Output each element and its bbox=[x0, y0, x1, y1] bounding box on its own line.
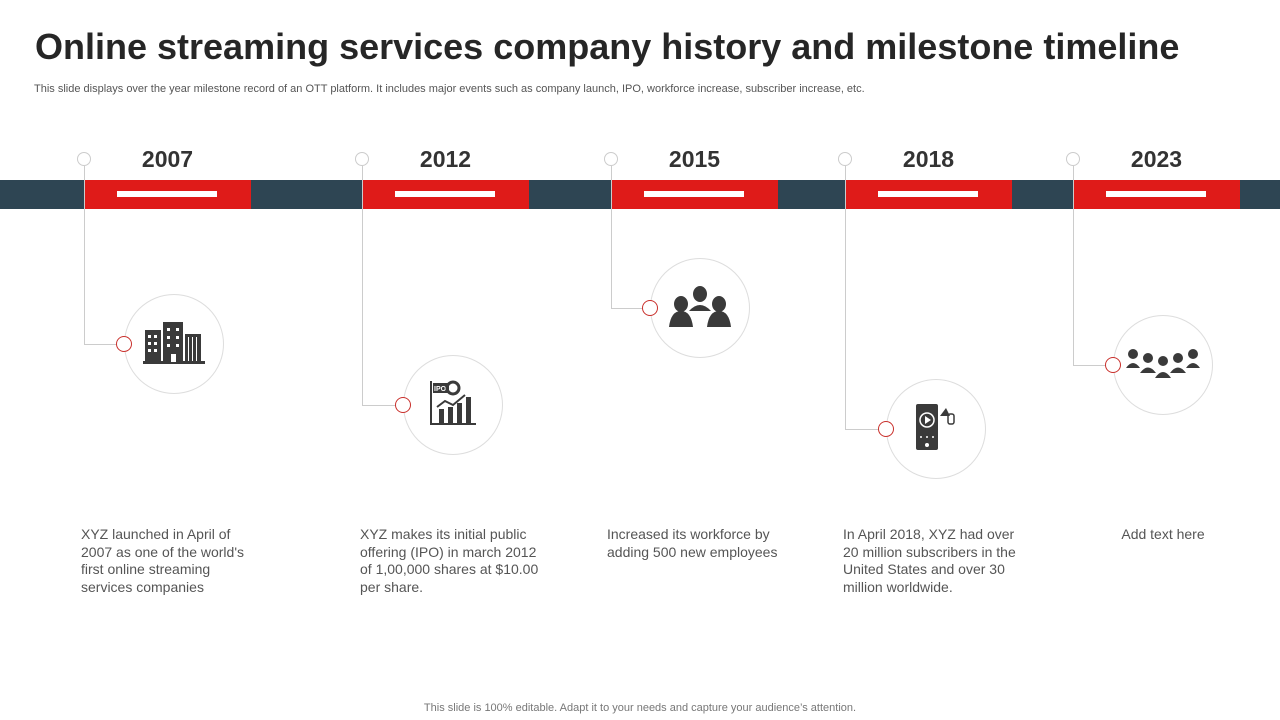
milestone-year: 2012 bbox=[419, 146, 472, 172]
connector-line bbox=[84, 166, 85, 344]
connector-line bbox=[362, 166, 363, 405]
connector-dot bbox=[395, 397, 411, 413]
marker-stripe bbox=[1106, 191, 1206, 197]
milestone-year: 2018 bbox=[902, 146, 955, 172]
connector-line bbox=[1073, 365, 1113, 366]
icon-circle bbox=[886, 379, 986, 479]
timeline-dot bbox=[1066, 152, 1080, 166]
milestone-marker-2007 bbox=[84, 180, 251, 209]
marker-stripe bbox=[117, 191, 217, 197]
milestone-marker-2018 bbox=[845, 180, 1012, 209]
connector-dot bbox=[878, 421, 894, 437]
page-title: Online streaming services company histor… bbox=[35, 26, 1180, 67]
mobile-streaming-icon bbox=[914, 402, 958, 457]
footer-note: This slide is 100% editable. Adapt it to… bbox=[423, 702, 857, 714]
team-icon bbox=[669, 285, 731, 332]
connector-line bbox=[611, 166, 612, 308]
connector-dot bbox=[642, 300, 658, 316]
milestone-description: XYZ launched in April of 2007 as one of … bbox=[81, 526, 245, 595]
milestone-marker-2015 bbox=[611, 180, 778, 209]
timeline-dot bbox=[838, 152, 852, 166]
connector-line bbox=[611, 308, 650, 309]
milestone-year: 2007 bbox=[141, 146, 194, 172]
icon-circle: IPO bbox=[403, 355, 503, 455]
icon-circle bbox=[1113, 315, 1213, 415]
connector-line bbox=[362, 405, 403, 406]
building-icon bbox=[143, 320, 205, 369]
milestone-marker-2012 bbox=[362, 180, 529, 209]
connector-dot bbox=[1105, 357, 1121, 373]
milestone-year: 2023 bbox=[1130, 146, 1183, 172]
svg-text:IPO: IPO bbox=[434, 386, 447, 393]
connector-line bbox=[845, 166, 846, 429]
marker-stripe bbox=[395, 191, 495, 197]
connector-line bbox=[84, 344, 124, 345]
milestone-description: In April 2018, XYZ had over 20 million s… bbox=[843, 526, 1016, 595]
ipo-chart-icon: IPO bbox=[429, 379, 477, 432]
milestone-marker-2023 bbox=[1073, 180, 1240, 209]
connector-line bbox=[845, 429, 886, 430]
timeline-dot bbox=[604, 152, 618, 166]
timeline-dot bbox=[355, 152, 369, 166]
milestone-description: Increased its workforce by adding 500 ne… bbox=[607, 526, 778, 560]
crowd-icon bbox=[1126, 348, 1200, 383]
page-subtitle: This slide displays over the year milest… bbox=[34, 83, 865, 95]
icon-circle bbox=[650, 258, 750, 358]
timeline-dot bbox=[77, 152, 91, 166]
marker-stripe bbox=[644, 191, 744, 197]
marker-stripe bbox=[878, 191, 978, 197]
milestone-description: Add text here bbox=[1121, 526, 1205, 542]
milestone-year: 2015 bbox=[668, 146, 721, 172]
milestone-description: XYZ makes its initial public offering (I… bbox=[360, 526, 539, 595]
connector-dot bbox=[116, 336, 132, 352]
icon-circle bbox=[124, 294, 224, 394]
connector-line bbox=[1073, 166, 1074, 365]
